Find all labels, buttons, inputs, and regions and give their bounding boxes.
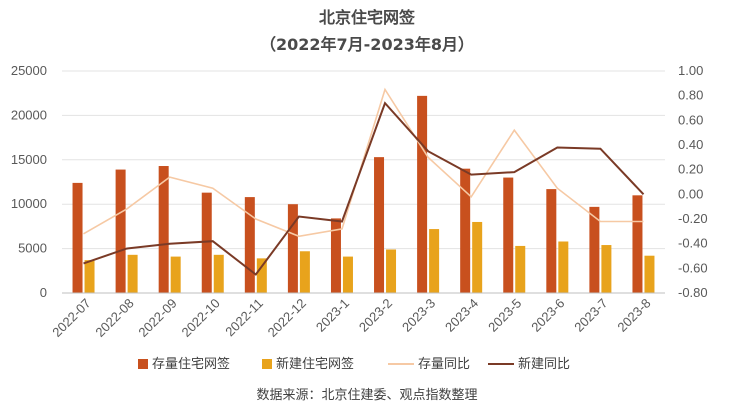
right-tick-label: 0.60: [678, 112, 703, 127]
left-tick-label: 20000: [11, 107, 47, 122]
bar-stock: [330, 218, 341, 293]
right-tick-label: -0.20: [678, 211, 708, 226]
bar-new: [342, 256, 353, 293]
x-tick-label: 2022-07: [49, 296, 93, 340]
bar-new: [601, 245, 612, 293]
bar-new: [299, 251, 310, 293]
x-tick-label: 2023-6: [528, 296, 567, 335]
bar-new: [429, 229, 440, 293]
chart-title: 北京住宅网签: [319, 8, 416, 27]
lines: [83, 87, 645, 276]
left-tick-label: 25000: [11, 63, 47, 78]
source-note: 数据来源：北京住建委、观点指数整理: [256, 388, 477, 403]
left-axis: 0 5000 10000 15000 20000 25000: [11, 63, 47, 300]
x-tick-label: 2022-08: [92, 296, 136, 340]
x-tick-label: 2022-09: [135, 296, 179, 340]
right-tick-label: 0.20: [678, 162, 703, 177]
left-tick-label: 0: [40, 285, 47, 300]
bar-stock: [546, 189, 557, 293]
bar-stock: [244, 197, 255, 293]
right-tick-label: 1.00: [678, 63, 703, 78]
x-tick-label: 2023-8: [614, 296, 653, 335]
legend: 存量住宅网签 新建住宅网签 存量同比 新建同比: [138, 356, 570, 372]
bar-stock: [374, 157, 385, 293]
x-tick-label: 2023-4: [442, 296, 481, 335]
x-tick-label: 2022-10: [179, 296, 223, 340]
bar-stock: [158, 166, 169, 293]
legend-label: 新建同比: [518, 356, 570, 372]
bar-new: [386, 249, 397, 293]
bar-new: [644, 255, 655, 293]
bar-new: [127, 254, 138, 293]
bar-stock: [115, 169, 126, 293]
legend-label: 存量同比: [418, 357, 470, 372]
x-tick-label: 2022-11: [222, 296, 266, 340]
bars: [72, 95, 655, 293]
right-tick-label: -0.80: [678, 285, 708, 300]
line-new-yoy: [83, 101, 645, 276]
bar-stock: [503, 177, 514, 293]
right-tick-label: -0.60: [678, 260, 708, 275]
left-tick-label: 5000: [18, 241, 47, 256]
x-tick-label: 2022-12: [265, 296, 309, 340]
left-tick-label: 15000: [11, 152, 47, 167]
bar-new: [558, 241, 569, 293]
legend-swatch: [262, 359, 272, 369]
right-tick-label: 0.40: [678, 137, 703, 152]
bar-new: [515, 245, 526, 293]
left-tick-label: 10000: [11, 196, 47, 211]
bar-stock: [589, 206, 600, 293]
right-tick-label: 0.80: [678, 88, 703, 103]
bar-new: [256, 258, 267, 293]
legend-label: 新建住宅网签: [276, 356, 354, 372]
bar-stock: [460, 168, 471, 293]
right-tick-label: -0.40: [678, 236, 708, 251]
bar-new: [213, 254, 224, 293]
legend-label: 存量住宅网签: [152, 356, 230, 372]
line-stock-yoy: [83, 87, 644, 238]
right-axis: -0.80 -0.60 -0.40 -0.20 0.00 0.20 0.40 0.60 0.80…: [678, 63, 708, 300]
x-tick-label: 2023-3: [399, 296, 438, 335]
bar-stock: [72, 182, 83, 293]
bar-stock: [632, 195, 643, 293]
bar-stock: [201, 192, 212, 293]
bar-new: [170, 256, 181, 293]
x-tick-label: 2023-2: [356, 296, 395, 335]
bar-stock: [417, 95, 428, 293]
x-tick-label: 2023-1: [313, 296, 352, 335]
x-tick-label: 2023-7: [571, 296, 610, 335]
bar-new: [472, 221, 483, 293]
x-tick-label: 2023-5: [485, 296, 524, 335]
chart-subtitle: （2022年7月-2023年8月）: [260, 35, 474, 54]
legend-swatch: [138, 359, 148, 369]
bar-stock: [287, 204, 298, 293]
right-tick-label: 0.00: [678, 186, 703, 201]
bar-new: [84, 260, 95, 293]
